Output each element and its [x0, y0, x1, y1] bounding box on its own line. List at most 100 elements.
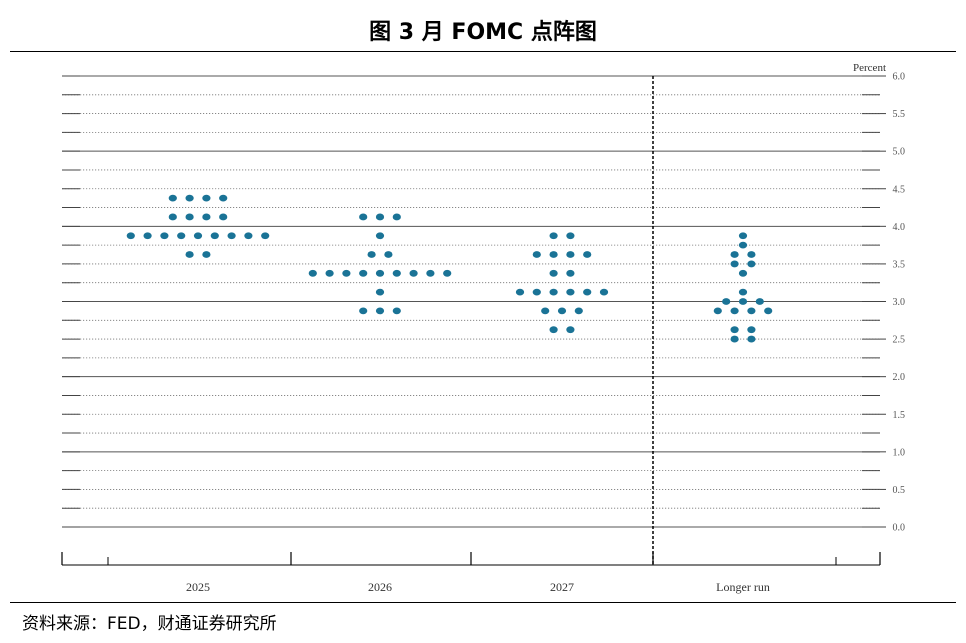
- dot-longer-run: [730, 251, 739, 258]
- dot-2025: [227, 232, 236, 240]
- y-tick-label: 1.0: [893, 447, 906, 458]
- title-divider: [10, 51, 956, 52]
- y-tick-label: 2.0: [893, 372, 906, 383]
- y-tick-label: 3.0: [893, 297, 906, 308]
- grid-lines: [62, 75, 880, 528]
- dot-2026: [375, 288, 385, 296]
- dot-2025: [202, 251, 211, 258]
- dot-2027: [566, 251, 575, 258]
- dot-2025: [168, 213, 177, 221]
- dot-2027: [566, 288, 575, 296]
- dot-2026: [367, 251, 376, 258]
- dot-2025: [177, 232, 186, 240]
- dot-2027: [583, 251, 592, 258]
- dot-2027: [566, 326, 575, 334]
- category-label: 2027: [550, 580, 574, 594]
- y-tick-labels: 0.0 0.5 1.0 1.5 2.0 2.5 3.0 3.5 4.0 4.5 5.0 5.5 6.0: [880, 72, 905, 534]
- dot-2025: [202, 213, 211, 221]
- y-tick-label: 1.5: [893, 410, 906, 421]
- dot-2027: [532, 288, 541, 296]
- dot-2025: [185, 194, 194, 202]
- dot-2025: [210, 232, 219, 240]
- dot-2026: [443, 269, 452, 277]
- dot-longer-run: [730, 307, 739, 315]
- y-tick-label: 4.5: [893, 184, 906, 195]
- dot-2027: [557, 307, 567, 315]
- dot-2026: [384, 251, 393, 258]
- dot-longer-run: [738, 232, 748, 240]
- y-tick-label: 5.5: [893, 109, 906, 120]
- unit-label: Percent: [853, 62, 886, 74]
- dot-2025: [193, 232, 203, 240]
- category-label: 2025: [186, 580, 210, 594]
- dot-longer-run: [738, 288, 748, 296]
- dot-2027: [549, 251, 558, 258]
- dot-2027: [515, 288, 525, 296]
- dot-2027: [549, 269, 558, 277]
- dot-2026: [375, 307, 385, 315]
- dot-2026: [359, 307, 368, 315]
- y-tick-label: 4.0: [893, 222, 906, 233]
- dot-2025: [185, 213, 194, 221]
- dot-longer-run: [747, 307, 756, 315]
- dot-plot-chart: Percent 0.0 0.5 1.0 1.5 2.0 2.5 3.0 3.5 4.0 4.5 5.…: [61, 62, 905, 594]
- y-tick-label: 5.0: [893, 147, 906, 158]
- dot-2025: [202, 194, 211, 202]
- source-note: 资料来源：FED，财通证券研究所: [22, 614, 277, 634]
- category-labels: 2025 2026 2027 Longer run: [186, 580, 770, 594]
- dots: [126, 194, 773, 343]
- dot-2025: [219, 194, 228, 202]
- dot-longer-run: [738, 298, 748, 305]
- dot-2026: [359, 213, 368, 221]
- x-axis: [61, 552, 881, 566]
- dot-2026: [392, 269, 401, 277]
- dot-2026: [375, 269, 385, 277]
- dot-2025: [160, 232, 169, 240]
- dot-longer-run: [738, 241, 748, 249]
- dot-2025: [261, 232, 270, 240]
- dot-longer-run: [722, 298, 731, 305]
- dot-longer-run: [764, 307, 773, 315]
- dot-2027: [549, 288, 558, 296]
- dot-2027: [566, 269, 575, 277]
- y-tick-label: 2.5: [893, 335, 906, 346]
- dot-2026: [375, 213, 385, 221]
- dot-2025: [185, 251, 194, 258]
- dot-2027: [599, 288, 609, 296]
- dot-longer-run: [713, 307, 722, 315]
- dot-2027: [549, 326, 558, 334]
- dot-2025: [219, 213, 228, 221]
- chart-title: 图 3 月 FOMC 点阵图: [369, 20, 597, 45]
- dot-2025: [244, 232, 253, 240]
- dot-2027: [566, 232, 575, 240]
- dot-longer-run: [730, 260, 739, 268]
- dot-longer-run: [747, 260, 756, 268]
- dot-2025: [126, 232, 135, 240]
- dot-2025: [143, 232, 152, 240]
- dot-2027: [541, 307, 550, 315]
- dot-2026: [342, 269, 351, 277]
- y-tick-label: 6.0: [893, 72, 906, 83]
- dot-2026: [426, 269, 435, 277]
- dot-longer-run: [738, 269, 748, 277]
- dot-2026: [375, 232, 385, 240]
- dot-longer-run: [730, 326, 739, 334]
- dot-2026: [325, 269, 334, 277]
- y-tick-label: 0.5: [893, 485, 906, 496]
- dot-2026: [392, 307, 401, 315]
- y-tick-label: 0.0: [893, 523, 906, 534]
- dot-2027: [574, 307, 583, 315]
- dot-2025: [168, 194, 177, 202]
- dot-2027: [549, 232, 558, 240]
- category-label: 2026: [368, 580, 392, 594]
- dot-2026: [308, 269, 317, 277]
- footer-divider: [10, 602, 956, 603]
- dot-longer-run: [755, 298, 764, 305]
- category-label: Longer run: [716, 580, 770, 594]
- dot-longer-run: [747, 326, 756, 334]
- dot-2026: [359, 269, 368, 277]
- y-tick-label: 3.5: [893, 259, 906, 270]
- dot-longer-run: [747, 335, 756, 343]
- dot-2026: [392, 213, 401, 221]
- dot-longer-run: [730, 335, 739, 343]
